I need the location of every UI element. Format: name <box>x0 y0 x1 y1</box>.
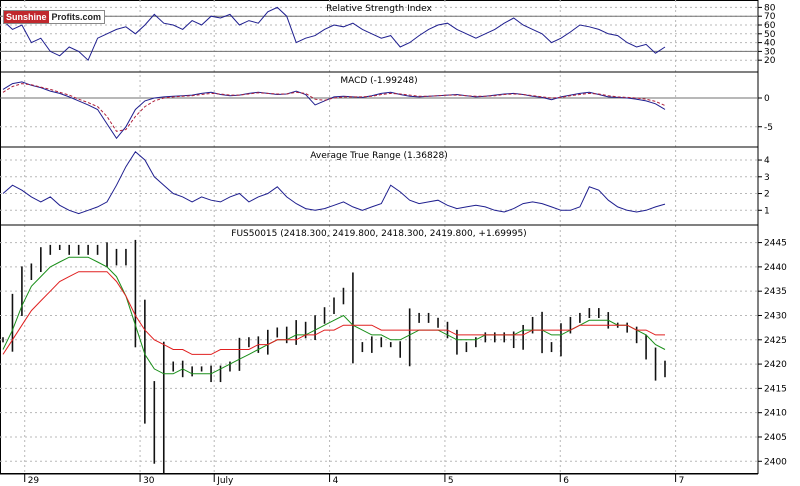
y-tick-label-3-0: 2445 <box>764 239 787 249</box>
y-tick-label-0-0: 80 <box>764 3 776 13</box>
panel-title-3: FUS50015 (2418.300, 2419.800, 2418.300, … <box>231 229 526 239</box>
y-tick-label-2-3: 1 <box>764 206 770 216</box>
y-tick-label-2-1: 3 <box>764 173 770 183</box>
y-tick-label-3-5: 2420 <box>764 360 787 370</box>
y-tick-label-3-9: 2400 <box>764 457 787 467</box>
y-tick-label-3-7: 2410 <box>764 409 787 419</box>
x-tick-label-0: 29 <box>28 476 40 486</box>
y-tick-label-0-5: 30 <box>764 47 776 57</box>
panel-title-1: MACD (-1.99248) <box>340 76 417 86</box>
panel-title-2: Average True Range (1.36828) <box>310 151 447 161</box>
y-tick-label-0-3: 50 <box>764 30 776 40</box>
x-tick-label-1: 30 <box>143 476 155 486</box>
y-tick-label-1-0: 0 <box>764 94 770 104</box>
y-tick-label-0-6: 20 <box>764 56 776 66</box>
y-tick-label-3-3: 2430 <box>764 311 787 321</box>
y-tick-label-2-0: 4 <box>764 156 770 166</box>
y-tick-label-2-2: 2 <box>764 190 770 200</box>
y-tick-label-3-4: 2425 <box>764 336 787 346</box>
atr-line <box>2 150 666 215</box>
y-tick-label-0-4: 40 <box>764 39 776 49</box>
brand-logo: Sunshine Profits.com <box>3 10 106 24</box>
moving-average-red <box>2 271 665 355</box>
macd-signal-line <box>2 83 666 132</box>
y-tick-label-0-2: 60 <box>764 21 776 31</box>
x-tick-label-2: July <box>216 476 234 486</box>
rsi-line <box>2 6 666 62</box>
y-tick-label-3-1: 2440 <box>764 263 787 273</box>
x-tick-label-4: 5 <box>448 476 454 486</box>
y-tick-label-3-8: 2405 <box>764 433 787 443</box>
x-tick-label-3: 4 <box>333 476 339 486</box>
brand-logo-part2: Profits.com <box>51 12 102 22</box>
y-tick-label-0-1: 70 <box>764 12 776 22</box>
x-tick-label-5: 6 <box>563 476 569 486</box>
y-tick-label-3-2: 2435 <box>764 287 787 297</box>
y-tick-label-3-6: 2415 <box>764 384 787 394</box>
brand-logo-part1: Sunshine <box>4 11 49 23</box>
moving-average-green <box>2 256 666 375</box>
x-tick-label-6: 7 <box>679 476 685 486</box>
panel-title-0: Relative Strength Index <box>326 4 432 14</box>
y-tick-label-1-1: -5 <box>764 123 773 133</box>
macd-line <box>2 81 666 140</box>
